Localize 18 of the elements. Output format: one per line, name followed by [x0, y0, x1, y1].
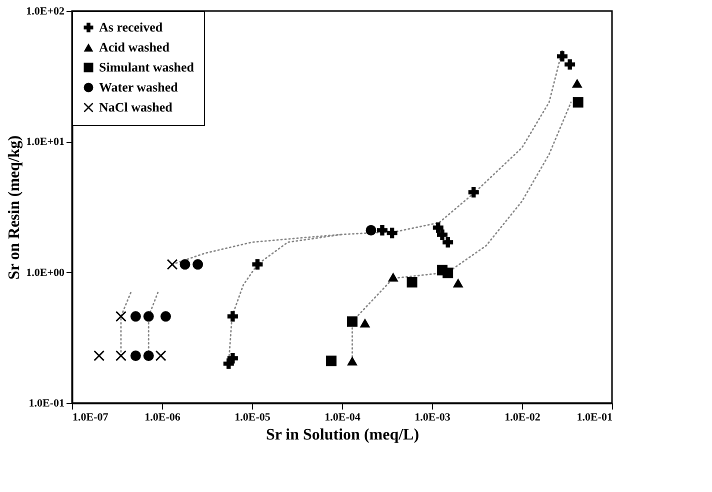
legend-label: Acid washed	[99, 40, 170, 54]
x-tick-label: 1.0E-05	[234, 412, 271, 424]
x-tick-label: 1.0E-01	[576, 412, 612, 424]
y-axis-title: Sr on Resin (meq/kg)	[6, 135, 24, 280]
x-tick-label: 1.0E-06	[144, 412, 181, 424]
x-tick-label: 1.0E-03	[414, 412, 451, 424]
x-axis-title: Sr in Solution (meq/L)	[266, 426, 420, 444]
y-tick-label: 1.0E+00	[26, 266, 65, 279]
y-tick-label: 1.0E+01	[26, 136, 64, 148]
y-tick-label: 1.0E-01	[28, 398, 64, 410]
x-tick-label: 1.0E-07	[72, 412, 109, 424]
legend-label: NaCl washed	[99, 100, 174, 114]
x-tick-label: 1.0E-04	[324, 412, 361, 424]
y-tick-label: 1.0E+02	[26, 6, 65, 18]
legend-label: As received	[99, 20, 164, 34]
x-tick-label: 1.0E-02	[504, 412, 541, 424]
legend-label: Simulant washed	[99, 60, 195, 74]
legend-label: Water washed	[99, 80, 179, 94]
